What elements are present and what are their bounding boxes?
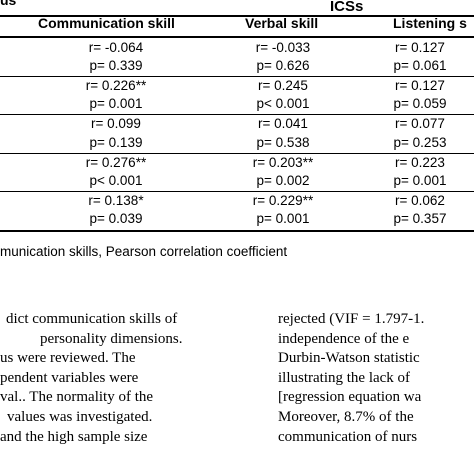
right-line-3: Durbin-Watson statistic [278, 350, 420, 367]
table-cell-verbal-p: p< 0.001 [256, 96, 310, 112]
row-separator [0, 76, 474, 78]
row-separator [0, 114, 474, 116]
table-cell-listen-p: p= 0.061 [393, 58, 447, 74]
table-cell-listen-r: r= 0.127 [395, 40, 445, 55]
table-cell-listen-r: r= 0.223 [395, 154, 445, 170]
table-cell-listen-r: r= 0.127 [395, 78, 445, 94]
table-cell-listen-p: p= 0.059 [393, 96, 447, 112]
table-cell-listen-p: p= 0.001 [393, 172, 447, 188]
table-group-header: ICSs [330, 0, 364, 15]
column-header-listening: Listening s [393, 15, 467, 31]
table-cell-verbal-r: r= 0.229** [252, 192, 314, 208]
right-text-column: rejected (VIF = 1.797-1. independence of… [278, 310, 424, 447]
table-cell-comm-r: r= -0.064 [88, 40, 144, 55]
table-cell-comm-r: r= 0.276** [85, 154, 147, 170]
table-header-fragment: us [0, 0, 17, 8]
table-cell-verbal-r: r= 0.203** [252, 154, 314, 170]
left-line-2: personality dimensions. [40, 330, 183, 347]
row-separator [0, 190, 474, 192]
table-footnote: munication skills, Pearson correlation c… [0, 244, 288, 259]
table-cell-verbal-p: p= 0.626 [256, 58, 310, 74]
table-cell-listen-r: r= 0.077 [395, 116, 445, 132]
right-line-6: Moreover, 8.7% of the [278, 408, 414, 425]
table-cell-listen-p: p= 0.357 [393, 211, 447, 226]
table-cell-verbal-r: r= 0.041 [258, 116, 308, 132]
header-rule-bottom [0, 36, 474, 38]
table-cell-verbal-p: p= 0.538 [256, 134, 310, 150]
left-line-4: pendent variables were [0, 369, 139, 386]
column-header-communication: Communication skill [38, 15, 175, 31]
table-cell-verbal-p: p= 0.001 [256, 211, 310, 226]
left-line-3: us were reviewed. The [0, 350, 136, 367]
table-cell-comm-p: p= 0.039 [89, 211, 143, 226]
table-cell-comm-p: p< 0.001 [89, 172, 143, 188]
table-cell-comm-r: r= 0.226** [85, 78, 147, 94]
column-header-verbal: Verbal skill [245, 15, 319, 31]
right-line-7: communication of nurs [278, 428, 418, 445]
table-cell-comm-r: r= 0.099 [91, 116, 141, 132]
table-cell-listen-p: p= 0.253 [393, 134, 447, 150]
left-text-column: dict communication skills of personality… [0, 310, 222, 447]
left-line-7: and the high sample size [0, 428, 148, 445]
row-separator [0, 152, 474, 154]
left-line-5: val.. The normality of the [0, 389, 154, 406]
table-cell-comm-p: p= 0.001 [89, 96, 143, 112]
left-line-1: dict communication skills of [6, 311, 178, 327]
table-cell-listen-r: r= 0.062 [395, 192, 445, 208]
left-line-6: values was investigated. [7, 408, 153, 425]
right-line-4: illustrating the lack of [278, 369, 411, 386]
table-cell-comm-p: p= 0.339 [89, 58, 143, 74]
table-cell-comm-p: p= 0.139 [89, 134, 143, 150]
table-cell-verbal-r: r= -0.033 [255, 40, 311, 55]
table-bottom-rule [0, 230, 474, 232]
right-line-5: [regression equation wa [278, 389, 422, 406]
table-cell-comm-r: r= 0.138* [88, 192, 144, 208]
header-rule-top [0, 15, 474, 17]
right-line-2: independence of the e [278, 330, 410, 347]
table-cell-verbal-p: p= 0.002 [256, 172, 310, 188]
table-cell-verbal-r: r= 0.245 [258, 78, 308, 94]
right-line-1: rejected (VIF = 1.797-1. [278, 311, 425, 327]
